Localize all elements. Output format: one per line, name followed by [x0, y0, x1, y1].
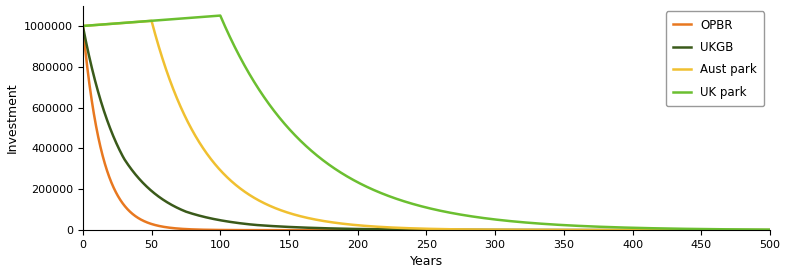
UK park	[591, 225, 601, 228]
Aust park	[643, 229, 652, 232]
Aust park	[591, 229, 601, 232]
OPBR	[490, 229, 500, 232]
Aust park	[341, 222, 351, 226]
OPBR	[78, 24, 87, 28]
UK park	[490, 218, 500, 221]
UKGB	[591, 229, 601, 232]
Line: UKGB: UKGB	[83, 26, 770, 230]
Aust park	[203, 153, 212, 156]
Line: OPBR: OPBR	[83, 26, 770, 230]
UKGB	[766, 229, 775, 232]
UK park	[525, 221, 534, 224]
UK park	[341, 174, 351, 177]
OPBR	[591, 229, 601, 232]
Aust park	[766, 229, 775, 232]
UKGB	[525, 228, 534, 232]
OPBR	[525, 229, 534, 232]
OPBR	[643, 229, 652, 232]
Line: Aust park: Aust park	[83, 21, 770, 230]
Legend: OPBR, UKGB, Aust park, UK park: OPBR, UKGB, Aust park, UK park	[666, 12, 764, 106]
Aust park	[490, 228, 500, 232]
UKGB	[203, 216, 212, 219]
OPBR	[766, 229, 775, 232]
Y-axis label: Investment: Investment	[6, 82, 19, 153]
Aust park	[525, 228, 534, 232]
Line: UK park: UK park	[83, 16, 770, 230]
UKGB	[643, 229, 652, 232]
UK park	[78, 24, 87, 28]
OPBR	[203, 228, 212, 232]
Aust park	[78, 24, 87, 28]
UK park	[643, 227, 652, 230]
UKGB	[490, 228, 500, 232]
UKGB	[78, 24, 87, 28]
UK park	[215, 14, 225, 17]
UKGB	[340, 227, 350, 230]
UK park	[766, 228, 775, 231]
UK park	[203, 15, 212, 18]
OPBR	[340, 229, 350, 232]
Aust park	[147, 19, 156, 22]
X-axis label: Years: Years	[410, 255, 443, 269]
